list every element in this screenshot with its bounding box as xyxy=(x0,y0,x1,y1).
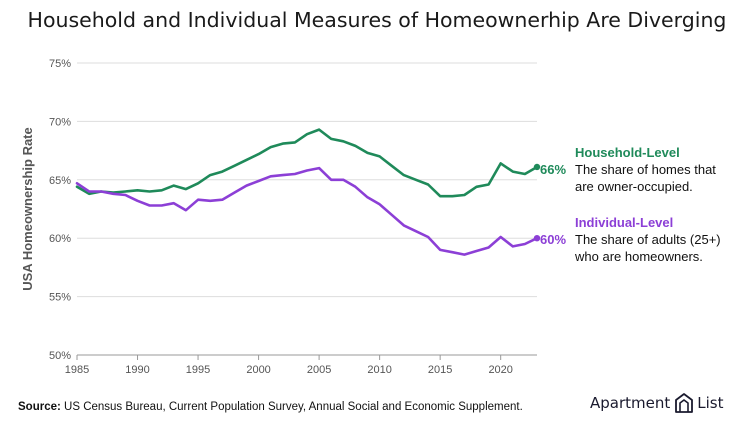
y-tick-label: 55% xyxy=(49,292,71,304)
individual-series-name: Individual-Level xyxy=(575,215,673,230)
building-outline-icon xyxy=(675,393,694,413)
individual-series-line xyxy=(75,166,539,256)
household-end-value: 66% xyxy=(540,162,566,177)
series-end-point xyxy=(533,235,541,242)
x-tick-label: 2010 xyxy=(367,364,391,376)
household-description-line: The share of homes that xyxy=(575,162,716,177)
source-note: Source: US Census Bureau, Current Popula… xyxy=(18,401,523,413)
individual-description-line: The share of adults (25+) xyxy=(575,232,721,247)
x-tick-label: 2020 xyxy=(488,364,512,376)
brand-name-left: Apartment xyxy=(590,394,671,412)
y-tick-label: 50% xyxy=(49,350,71,362)
individual-end-value: 60% xyxy=(540,232,566,247)
y-tick-label: 75% xyxy=(49,58,71,70)
x-tick-label: 2005 xyxy=(307,364,331,376)
brand-name-right: List xyxy=(697,394,724,412)
individual-description-line: who are homeowners. xyxy=(574,249,703,264)
x-tick-label: 2000 xyxy=(246,364,270,376)
y-tick-label: 70% xyxy=(49,116,71,128)
y-axis-label: USA Homeownership Rate xyxy=(20,127,35,291)
y-tick-label: 65% xyxy=(49,175,71,187)
household-series-line xyxy=(75,128,539,198)
source-label: Source: xyxy=(18,401,61,413)
brand-logo: Apartment List xyxy=(590,391,724,415)
x-tick-label: 1985 xyxy=(65,364,89,376)
x-tick-label: 2015 xyxy=(428,364,452,376)
individual-description: The share of adults (25+) who are homeown… xyxy=(574,232,721,264)
household-description: The share of homes that are owner-occupie… xyxy=(575,162,716,194)
household-description-line: are owner-occupied. xyxy=(575,179,693,194)
household-series-name: Household-Level xyxy=(575,145,680,160)
source-text: US Census Bureau, Current Population Sur… xyxy=(60,401,523,413)
x-tick-label: 1990 xyxy=(125,364,149,376)
chart-title: Household and Individual Measures of Hom… xyxy=(27,8,727,32)
y-tick-label: 60% xyxy=(49,233,71,245)
x-tick-label: 1995 xyxy=(186,364,210,376)
series-end-point xyxy=(533,163,541,171)
